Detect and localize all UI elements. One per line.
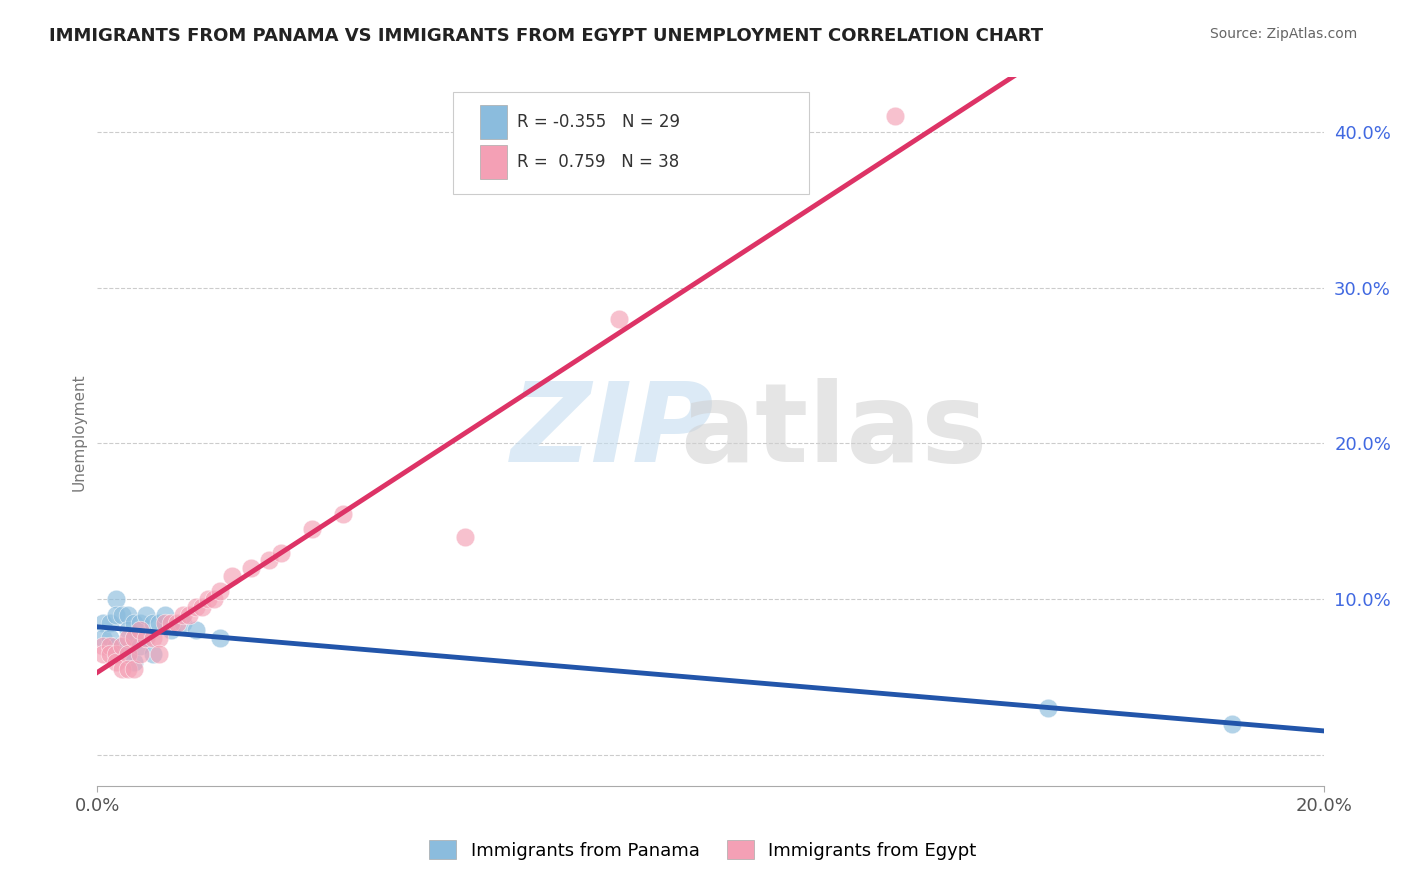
Point [93,631,115,645]
Point [153,615,176,630]
Point [142,615,165,630]
Point [454,530,477,544]
Point [111,639,134,653]
Point [129,615,152,630]
Point [160,624,183,638]
Point [98,639,121,653]
Text: Source: ZipAtlas.com: Source: ZipAtlas.com [1209,27,1357,41]
Point [98,647,121,661]
Point [148,631,170,645]
Point [257,553,280,567]
Point [607,311,630,326]
Point [104,655,127,669]
FancyBboxPatch shape [481,145,508,178]
Point [190,600,212,615]
Point [122,615,145,630]
Point [117,647,139,661]
Point [160,615,183,630]
Point [117,662,139,676]
Point [1038,701,1060,715]
Point [111,607,134,622]
Text: atlas: atlas [681,378,987,485]
Point [129,624,152,638]
Point [104,592,127,607]
Text: IMMIGRANTS FROM PANAMA VS IMMIGRANTS FROM EGYPT UNEMPLOYMENT CORRELATION CHART: IMMIGRANTS FROM PANAMA VS IMMIGRANTS FRO… [49,27,1043,45]
Point [129,647,152,661]
Point [117,631,139,645]
Point [129,639,152,653]
Point [301,522,323,536]
Point [122,662,145,676]
FancyBboxPatch shape [453,92,808,194]
Text: R = -0.355   N = 29: R = -0.355 N = 29 [517,113,681,131]
Point [202,592,225,607]
Point [104,639,127,653]
Point [122,631,145,645]
Text: ZIP: ZIP [510,378,714,485]
Point [209,631,232,645]
Point [221,569,243,583]
Point [239,561,262,575]
Point [166,615,188,630]
Legend: Immigrants from Panama, Immigrants from Egypt: Immigrants from Panama, Immigrants from … [415,826,991,874]
Point [117,607,139,622]
Point [148,615,170,630]
Point [172,615,194,630]
Point [93,647,115,661]
Y-axis label: Unemployment: Unemployment [72,373,86,491]
Point [270,545,292,559]
Point [172,607,194,622]
Point [148,647,170,661]
Point [332,507,354,521]
Point [117,624,139,638]
Point [98,615,121,630]
Point [135,607,157,622]
Point [111,639,134,653]
Point [104,647,127,661]
Point [179,607,201,622]
Point [209,584,232,599]
Point [111,662,134,676]
Point [93,615,115,630]
Point [93,639,115,653]
Text: R =  0.759   N = 38: R = 0.759 N = 38 [517,153,679,170]
Point [197,592,219,607]
Point [884,109,907,123]
FancyBboxPatch shape [481,105,508,139]
Point [135,631,157,645]
Point [135,631,157,645]
Point [1222,716,1244,731]
Point [122,655,145,669]
Point [153,607,176,622]
Point [142,647,165,661]
Point [104,607,127,622]
Point [122,631,145,645]
Point [117,647,139,661]
Point [184,600,207,615]
Point [142,631,165,645]
Point [98,631,121,645]
Point [184,624,207,638]
